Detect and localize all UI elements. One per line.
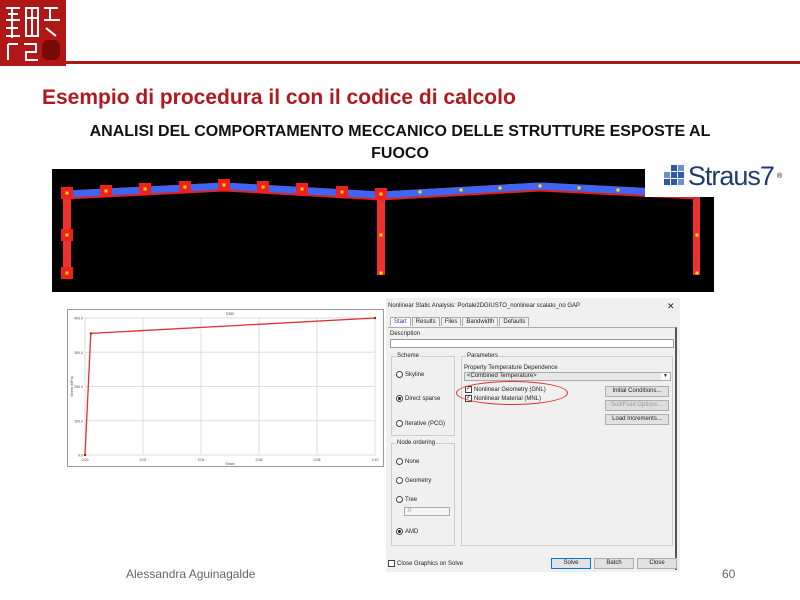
tab-bandwidth[interactable]: Bandwidth bbox=[462, 317, 499, 326]
slide-subtitle: ANALISI DEL COMPORTAMENTO MECCANICO DELL… bbox=[89, 123, 711, 162]
load-increments-button[interactable]: Load Increments... bbox=[605, 414, 669, 425]
node-point bbox=[65, 191, 69, 195]
x-tick-label: 0.04 bbox=[198, 458, 205, 462]
solve-button[interactable]: Solve bbox=[551, 558, 591, 569]
node-point bbox=[616, 188, 620, 192]
x-tick-label: 0.10 bbox=[372, 458, 379, 462]
checkbox-close-graphics[interactable]: Close Graphics on Solve bbox=[388, 560, 463, 567]
tab-files[interactable]: Files bbox=[440, 317, 462, 326]
x-tick-label: 0.08 bbox=[314, 458, 321, 462]
node-point bbox=[695, 233, 699, 237]
node-point bbox=[340, 190, 344, 194]
page-number: 60 bbox=[722, 567, 736, 581]
node-point bbox=[143, 187, 147, 191]
slide-title: Esempio di procedura il con il codice di… bbox=[42, 86, 516, 109]
straus7-grid-icon bbox=[663, 165, 684, 185]
node-point bbox=[222, 183, 226, 187]
logo-text: Straus7 bbox=[687, 160, 775, 191]
radio-none[interactable]: None bbox=[396, 458, 419, 465]
node-point bbox=[577, 186, 581, 190]
node-ordering-label: Node ordering bbox=[396, 440, 437, 446]
scheme-label: Scheme bbox=[396, 353, 421, 359]
data-point bbox=[373, 316, 377, 320]
data-point bbox=[89, 332, 92, 335]
node-point bbox=[695, 271, 699, 275]
node-ordering-group: Node ordering None Geometry Tree 0 AMD bbox=[391, 440, 455, 546]
y-axis-label: Stress (MPa) bbox=[70, 376, 74, 396]
x-tick-label: 0.06 bbox=[256, 458, 263, 462]
node-point bbox=[498, 186, 502, 190]
dialog-title: Nonlinear Static Analysis: Portale2DGIUS… bbox=[388, 303, 580, 309]
header-rule bbox=[62, 61, 800, 64]
x-tick-label: 0.02 bbox=[140, 458, 147, 462]
node-point bbox=[538, 184, 542, 188]
node-point bbox=[379, 233, 383, 237]
y-tick-label: 100.0 bbox=[74, 419, 83, 423]
node-point bbox=[104, 189, 108, 193]
radio-geometry[interactable]: Geometry bbox=[396, 477, 431, 484]
nonlinear-static-analysis-dialog: Nonlinear Static Analysis: Portale2DGIUS… bbox=[386, 298, 680, 572]
initial-conditions-button[interactable]: Initial Conditions... bbox=[605, 386, 669, 397]
scheme-group: Scheme Skyline Direct sparse Iterative (… bbox=[391, 353, 455, 436]
x-axis-label: Strain bbox=[225, 462, 234, 466]
registered-mark: ® bbox=[776, 172, 783, 180]
batch-button[interactable]: Batch bbox=[594, 558, 634, 569]
close-button[interactable]: Close bbox=[637, 558, 677, 569]
node-point bbox=[65, 233, 69, 237]
radio-skyline[interactable]: Skyline bbox=[396, 371, 424, 378]
footer-author: Alessandra Aguinagalde bbox=[126, 567, 256, 581]
radio-direct-sparse[interactable]: Direct sparse bbox=[396, 395, 440, 402]
parameters-label: Parameters bbox=[466, 353, 500, 359]
description-label: Description bbox=[390, 331, 421, 337]
y-tick-label: 0.0 bbox=[78, 454, 83, 458]
node-point bbox=[379, 271, 383, 275]
soil-fluid-options-button[interactable]: Soil/Fluid Options... bbox=[605, 400, 669, 411]
ptd-select[interactable]: <Combined Temperature> ▼ bbox=[464, 372, 671, 381]
chart-title: S355 bbox=[226, 312, 234, 316]
university-seal-logo bbox=[0, 0, 66, 66]
radio-iterative-pcg[interactable]: Iterative (PCG) bbox=[396, 420, 445, 427]
radio-amd[interactable]: AMD bbox=[396, 528, 418, 535]
data-point bbox=[83, 453, 87, 457]
ptd-value: <Combined Temperature> bbox=[467, 373, 537, 379]
structure-model-view bbox=[52, 169, 714, 292]
radio-tree[interactable]: Tree bbox=[396, 496, 417, 503]
tree-value-input[interactable]: 0 bbox=[404, 507, 450, 516]
tab-defaults[interactable]: Defaults bbox=[499, 317, 530, 326]
parameters-group: Parameters Property Temperature Dependen… bbox=[456, 353, 673, 546]
node-point bbox=[183, 185, 187, 189]
close-icon[interactable]: ✕ bbox=[667, 301, 675, 311]
x-tick-label: 0.00 bbox=[82, 458, 89, 462]
stress-strain-chart: 0.00 0.02 0.04 0.06 0.08 0.10 0.0 100.0 200.0 300… bbox=[67, 309, 384, 467]
ptd-label: Property Temperature Dependence bbox=[464, 365, 558, 371]
straus7-logo: Straus7 ® bbox=[645, 155, 800, 197]
node-point bbox=[459, 188, 463, 192]
node-point bbox=[379, 192, 383, 196]
y-tick-label: 200.0 bbox=[74, 385, 83, 389]
node-point bbox=[300, 187, 304, 191]
node-point bbox=[418, 190, 422, 194]
description-input[interactable] bbox=[390, 339, 674, 348]
tab-start[interactable]: Start bbox=[390, 317, 411, 326]
node-point bbox=[65, 271, 69, 275]
chevron-down-icon[interactable]: ▼ bbox=[661, 373, 670, 380]
y-tick-label: 300.0 bbox=[74, 351, 83, 355]
node-point bbox=[261, 185, 265, 189]
y-tick-label: 400.0 bbox=[74, 317, 83, 321]
highlight-ellipse bbox=[456, 381, 568, 405]
tab-results[interactable]: Results bbox=[411, 317, 440, 326]
